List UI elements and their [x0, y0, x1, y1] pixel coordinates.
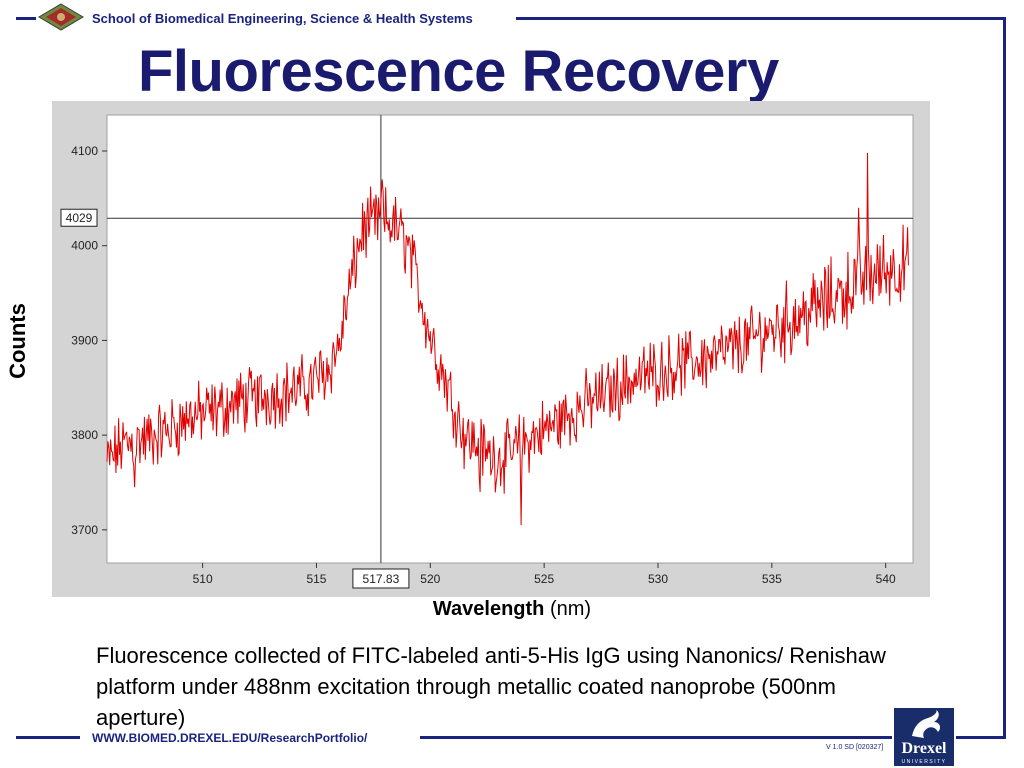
version-label: V 1.0 SD [020327] [826, 744, 884, 751]
drexel-university-label: UNIVERSITY [901, 759, 947, 765]
figure-caption: Fluorescence collected of FITC-labeled a… [96, 643, 886, 730]
frame-top-left [16, 17, 36, 20]
frame-right [1003, 17, 1006, 739]
y-tick-label: 4000 [71, 239, 98, 253]
school-name: School of Biomedical Engineering, Scienc… [92, 11, 473, 26]
cursor-x-readout-box [352, 568, 410, 589]
y-tick-label: 3800 [71, 428, 98, 442]
cursor-y-readout-box [60, 208, 98, 227]
x-axis-label-unit: (nm) [549, 598, 592, 620]
chart-panel: 3700 3800 3900 4000 4100 510 515 520 525 530 535 5… [52, 101, 930, 597]
y-axis-label: Counts [5, 303, 30, 379]
frame-bottom-right [956, 736, 1006, 739]
x-tick-label: 540 [876, 572, 896, 586]
y-tick-label: 3900 [71, 333, 98, 347]
frame-bottom-mid [420, 736, 892, 739]
x-tick-label: 530 [648, 572, 668, 586]
drexel-wordmark: Drexel [901, 740, 947, 757]
cursor-y-readout: 4029 [66, 211, 93, 225]
cursor-x-readout: 517.83 [363, 572, 400, 586]
x-tick-label: 525 [534, 572, 554, 586]
x-tick-label: 510 [193, 572, 213, 586]
footer-url-link[interactable]: WWW.BIOMED.DREXEL.EDU/ResearchPortfolio/ [92, 731, 368, 745]
x-tick-label: 535 [762, 572, 782, 586]
x-tick-label: 515 [306, 572, 326, 586]
x-axis-label-main: Wavelength [432, 598, 545, 620]
frame-top-right [516, 17, 1006, 20]
y-tick-label: 4100 [71, 144, 98, 158]
school-emblem-icon [38, 3, 84, 31]
spectrum-series-line [106, 152, 909, 526]
frame-bottom-left [16, 736, 80, 739]
x-tick-label: 520 [420, 572, 440, 586]
dragon-icon [912, 710, 941, 738]
slide-title: Fluorescence Recovery [138, 39, 779, 104]
plot-area [106, 114, 914, 564]
y-tick-label: 3700 [71, 523, 98, 537]
spectrum-chart: 3700 3800 3900 4000 4100 510 515 520 525 530 535 5… [60, 114, 914, 589]
drexel-logo: Drexel UNIVERSITY [894, 708, 954, 766]
x-axis-label: Wavelength (nm) [0, 598, 1024, 621]
